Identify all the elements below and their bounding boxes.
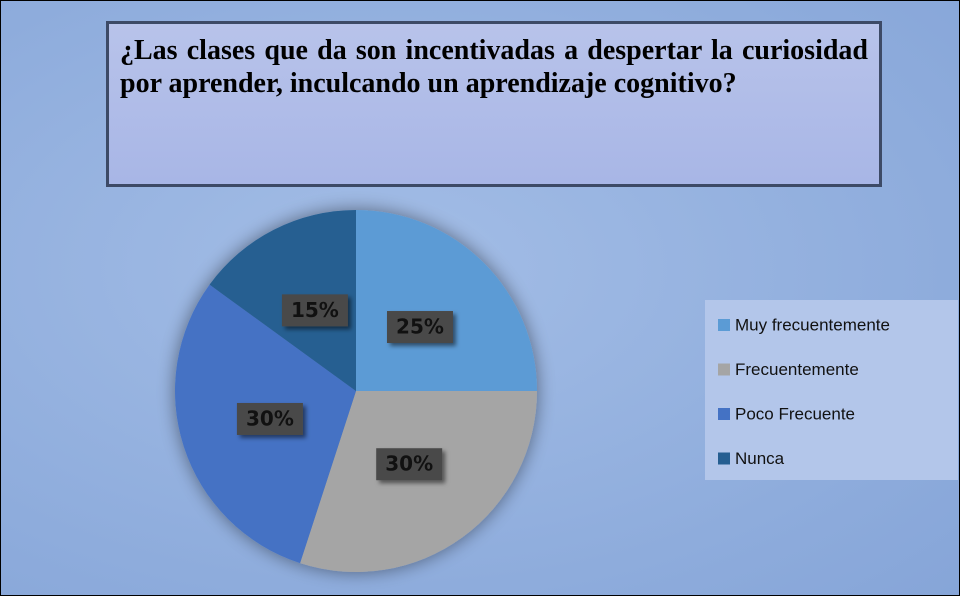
legend-label: Muy frecuentemente [735, 315, 890, 334]
title-box: ¿Las clases que da son incentivadas a de… [106, 21, 882, 187]
data-label: 25% [396, 315, 444, 339]
data-label-box [236, 402, 303, 435]
pie-slice [300, 391, 537, 572]
legend-label: Poco Frecuente [735, 404, 855, 423]
legend-swatch [718, 452, 730, 465]
data-label-box [281, 294, 348, 327]
legend-swatch [718, 319, 730, 331]
data-label: 15% [291, 298, 339, 322]
legend-swatch [718, 408, 730, 420]
data-label: 30% [246, 406, 294, 430]
data-label: 30% [385, 452, 433, 476]
data-label-box [376, 448, 443, 481]
legend-label: Frecuentemente [735, 360, 859, 379]
data-label-box [386, 311, 453, 344]
pie-slice [356, 210, 537, 391]
legend-box [705, 300, 958, 480]
legend-swatch [718, 363, 730, 376]
legend-label: Nunca [735, 449, 785, 468]
pie [174, 210, 537, 572]
chart-title: ¿Las clases que da son incentivadas a de… [120, 35, 868, 99]
